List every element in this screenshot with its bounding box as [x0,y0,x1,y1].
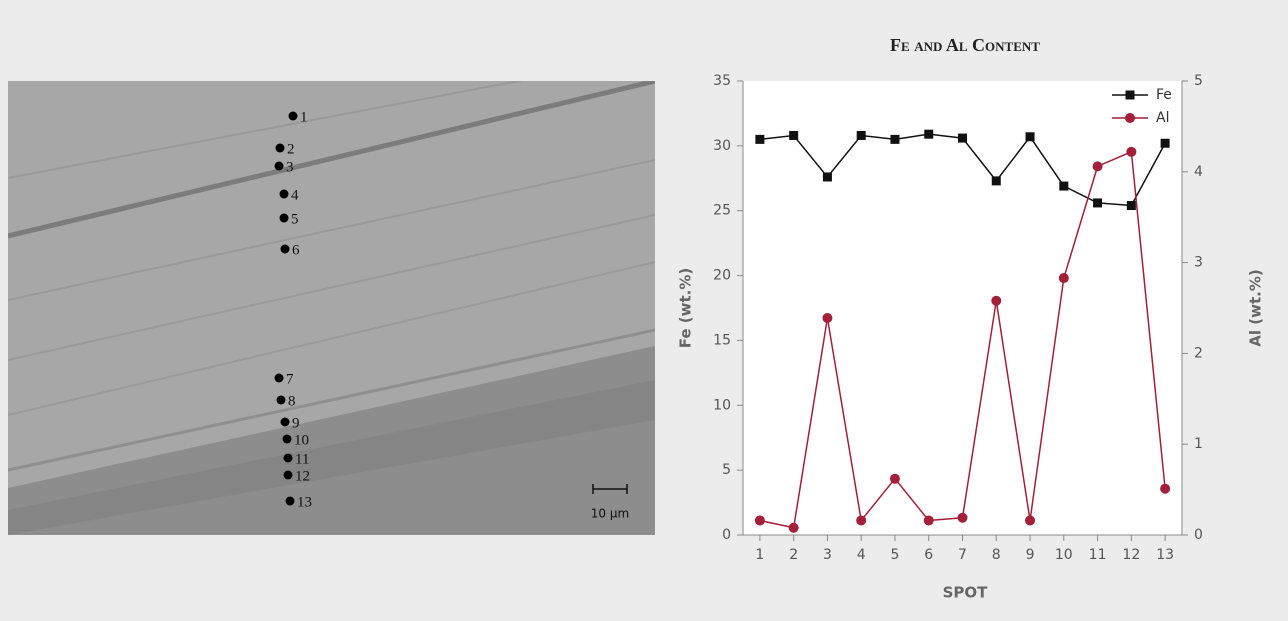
scale-label: 10 μm [591,507,629,521]
marker [1025,132,1035,142]
spot-label: 12 [295,468,310,484]
marker [856,130,866,140]
y2-tick-label: 2 [1194,345,1203,361]
marker [755,134,765,144]
y-tick-label: 35 [713,73,731,89]
marker [822,312,833,323]
x-tick-label: 10 [1055,547,1073,563]
marker [924,129,934,139]
spot-label: 5 [291,211,299,227]
marker [1059,181,1069,191]
x-tick-label: 5 [891,547,900,563]
spot-dot [275,143,285,153]
legend-marker [1125,113,1135,123]
spot-dot [282,434,292,444]
y2-tick-label: 3 [1194,255,1203,271]
y-tick-label: 20 [713,268,731,284]
spot-dot [288,111,298,121]
y-axis-label: Fe (wt.%) [677,268,695,349]
marker [890,134,900,144]
spot-label: 6 [292,242,300,258]
spot-dot [279,213,289,223]
spot-dot [283,453,293,463]
x-tick-label: 1 [755,547,764,563]
plot-area [743,81,1182,535]
marker [889,473,900,484]
x-axis-label: SPOT [943,584,989,602]
marker [923,515,934,526]
spot-label: 8 [288,393,296,409]
y-tick-label: 5 [722,462,731,478]
marker [1092,161,1103,172]
spot-label: 11 [295,451,309,467]
marker [754,515,765,526]
marker [1160,483,1171,494]
x-tick-label: 2 [789,547,798,563]
marker [1160,138,1170,148]
marker [1058,273,1069,284]
spot-dot [280,244,290,254]
x-tick-label: 8 [992,547,1001,563]
x-tick-label: 6 [924,547,933,563]
y2-tick-label: 0 [1194,527,1203,543]
x-tick-label: 13 [1156,547,1174,563]
marker [1126,201,1136,211]
micrograph [8,81,655,535]
spot-label: 7 [286,371,294,387]
spot-dot [285,496,295,506]
marker [957,512,968,523]
spot-dot [274,373,284,383]
marker [788,522,799,533]
marker [1126,146,1137,157]
marker [789,130,799,140]
y2-tick-label: 1 [1194,436,1203,452]
marker [1093,198,1103,208]
legend-label: Al [1156,110,1169,126]
spot-label: 10 [294,432,309,448]
marker [822,172,832,182]
spot-label: 4 [291,187,299,203]
y2-tick-label: 4 [1194,164,1203,180]
x-tick-label: 11 [1089,547,1107,563]
spot-dot [280,417,290,427]
x-tick-label: 9 [1026,547,1035,563]
chart-title: Fe and Al Content [890,35,1040,55]
marker [991,295,1002,306]
spot-label: 1 [300,109,308,125]
marker [958,133,967,143]
marker [1025,515,1036,526]
x-tick-label: 12 [1122,547,1140,563]
spot-dot [279,189,289,199]
spot-dot [276,395,286,405]
marker [856,515,867,526]
y2-axis-label: Al (wt.%) [1247,269,1265,346]
spot-label: 2 [287,141,295,157]
y-tick-label: 10 [713,397,731,413]
y-tick-label: 30 [713,138,731,154]
marker [991,176,1001,186]
legend-label: Fe [1156,87,1172,103]
y-tick-label: 25 [713,203,731,219]
y2-tick-label: 5 [1194,73,1203,89]
legend-marker [1125,90,1135,100]
x-tick-label: 4 [857,547,866,563]
spot-label: 9 [292,415,300,431]
x-tick-label: 7 [958,547,967,563]
y-tick-label: 0 [722,527,731,543]
x-tick-label: 3 [823,547,832,563]
y-tick-label: 15 [713,332,731,348]
spot-dot [274,161,284,171]
spot-label: 3 [286,159,294,175]
spot-label: 13 [297,494,312,510]
spot-dot [283,470,293,480]
